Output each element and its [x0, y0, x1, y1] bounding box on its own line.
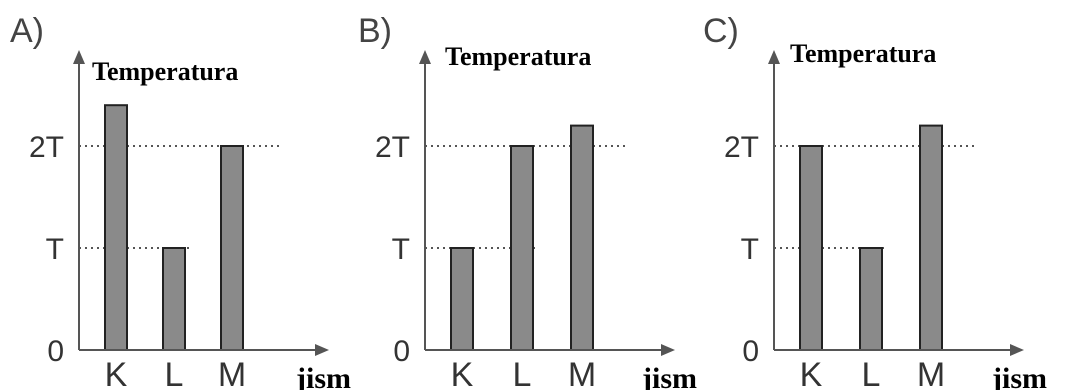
bar-k	[104, 104, 128, 351]
chart-panel-a: A) 0 T 2T K L M Temperatura jism	[10, 12, 351, 390]
panel-label: A)	[10, 12, 44, 50]
y-tick-label: T	[392, 233, 410, 266]
x-axis-title: jism	[991, 362, 1047, 390]
x-tick-label: K	[105, 356, 128, 390]
bar-k	[799, 145, 823, 351]
chart-panel-b: B) 0 T 2T K L M Temperatura jism	[358, 12, 697, 390]
bar-l	[510, 145, 534, 351]
x-tick-label: L	[165, 356, 184, 390]
y-tick-label: 0	[742, 335, 759, 368]
x-axis-arrow	[315, 344, 329, 356]
y-axis-arrow	[73, 50, 85, 64]
x-tick-label: L	[513, 356, 532, 390]
x-tick-label: K	[800, 356, 823, 390]
bar-l	[162, 247, 186, 351]
y-tick-label: 0	[47, 335, 64, 368]
y-axis-title: Temperatura	[92, 57, 238, 86]
bar-m	[570, 124, 594, 351]
x-tick-label: M	[917, 356, 945, 390]
x-tick-label: L	[862, 356, 881, 390]
bar-m	[919, 124, 943, 351]
bar-l	[859, 247, 883, 351]
y-tick-label: T	[46, 233, 64, 266]
bar-k	[450, 247, 474, 351]
chart-panel-c: C) 0 T 2T K L M Temperatura jism	[703, 12, 1047, 390]
panel-label: B)	[358, 12, 392, 50]
y-axis-title: Temperatura	[445, 42, 591, 71]
bar-m	[220, 145, 244, 351]
y-axis-arrow	[768, 50, 780, 64]
x-axis-title: jism	[295, 362, 351, 390]
y-tick-label: T	[741, 233, 759, 266]
x-axis-title: jism	[641, 362, 697, 390]
x-tick-label: K	[451, 356, 474, 390]
x-tick-label: M	[568, 356, 596, 390]
y-tick-label: 2T	[375, 131, 410, 164]
x-tick-label: M	[218, 356, 246, 390]
y-tick-label: 2T	[29, 131, 64, 164]
y-tick-label: 0	[393, 335, 410, 368]
y-tick-label: 2T	[724, 131, 759, 164]
y-axis-arrow	[419, 50, 431, 64]
y-axis-title: Temperatura	[790, 39, 936, 68]
x-axis-arrow	[1010, 344, 1024, 356]
panel-label: C)	[703, 12, 739, 50]
x-axis-arrow	[661, 344, 675, 356]
